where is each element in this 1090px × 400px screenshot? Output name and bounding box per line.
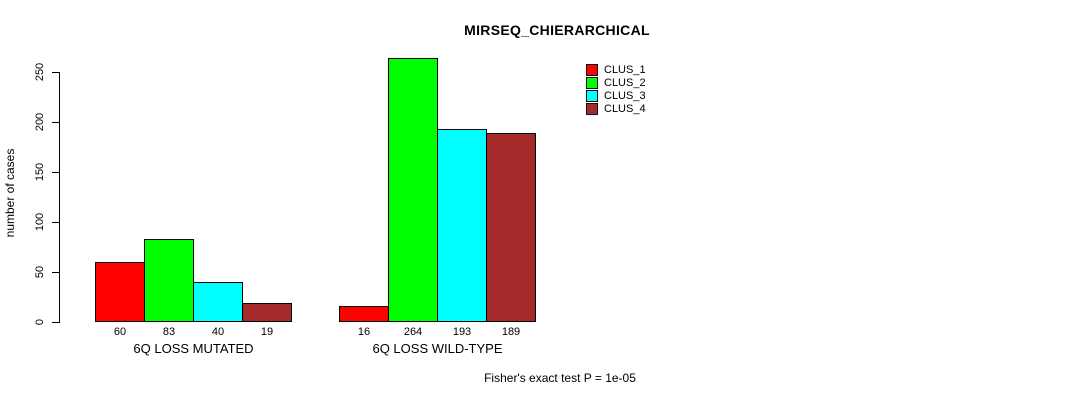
footer-annotation: Fisher's exact test P = 1e-05 (484, 371, 636, 385)
legend-row: CLUS_3 (586, 89, 646, 102)
y-tick-label: 250 (34, 62, 46, 82)
legend-swatch-clus_3 (586, 89, 598, 102)
y-tick-label: 0 (34, 318, 46, 326)
y-tick (52, 322, 59, 323)
y-tick-label: 50 (34, 265, 46, 279)
bar-value-label: 264 (403, 326, 423, 338)
y-axis-line (59, 72, 60, 323)
legend-label: CLUS_3 (604, 89, 646, 102)
legend-swatch-clus_4 (586, 102, 598, 115)
legend-row: CLUS_1 (586, 63, 646, 76)
y-tick (52, 222, 59, 223)
bar-clus_1-2 (339, 306, 389, 322)
bar-clus_1-1 (95, 262, 145, 322)
bar-value-label: 19 (260, 326, 274, 338)
bar-clus_3-2 (437, 129, 487, 322)
y-tick-label: 200 (34, 112, 46, 132)
bar-clus_2-2 (388, 58, 438, 322)
legend: CLUS_1 CLUS_2 CLUS_3 CLUS_4 (586, 63, 646, 115)
group-label: 6Q LOSS WILD-TYPE (372, 341, 503, 356)
y-tick (52, 72, 59, 73)
bar-clus_4-2 (486, 133, 536, 322)
bar-clus_3-1 (193, 282, 243, 322)
legend-label: CLUS_1 (604, 63, 646, 76)
bar-value-label: 60 (113, 326, 127, 338)
legend-label: CLUS_4 (604, 102, 646, 115)
y-axis-label: number of cases (3, 148, 17, 238)
bar-value-label: 16 (357, 326, 371, 338)
group-label: 6Q LOSS MUTATED (133, 341, 254, 356)
bar-value-label: 83 (162, 326, 176, 338)
legend-label: CLUS_2 (604, 76, 646, 89)
y-tick (52, 272, 59, 273)
y-tick (52, 172, 59, 173)
legend-swatch-clus_2 (586, 76, 598, 89)
legend-row: CLUS_2 (586, 76, 646, 89)
y-tick-label: 100 (34, 212, 46, 232)
y-tick-label: 150 (34, 162, 46, 182)
bar-clus_4-1 (242, 303, 292, 322)
chart-title: MIRSEQ_CHIERARCHICAL (464, 22, 650, 38)
bar-value-label: 193 (452, 326, 472, 338)
y-tick (52, 122, 59, 123)
bar-value-label: 189 (501, 326, 521, 338)
bar-clus_2-1 (144, 239, 194, 322)
bar-value-label: 40 (211, 326, 225, 338)
legend-swatch-clus_1 (586, 63, 598, 76)
legend-row: CLUS_4 (586, 102, 646, 115)
